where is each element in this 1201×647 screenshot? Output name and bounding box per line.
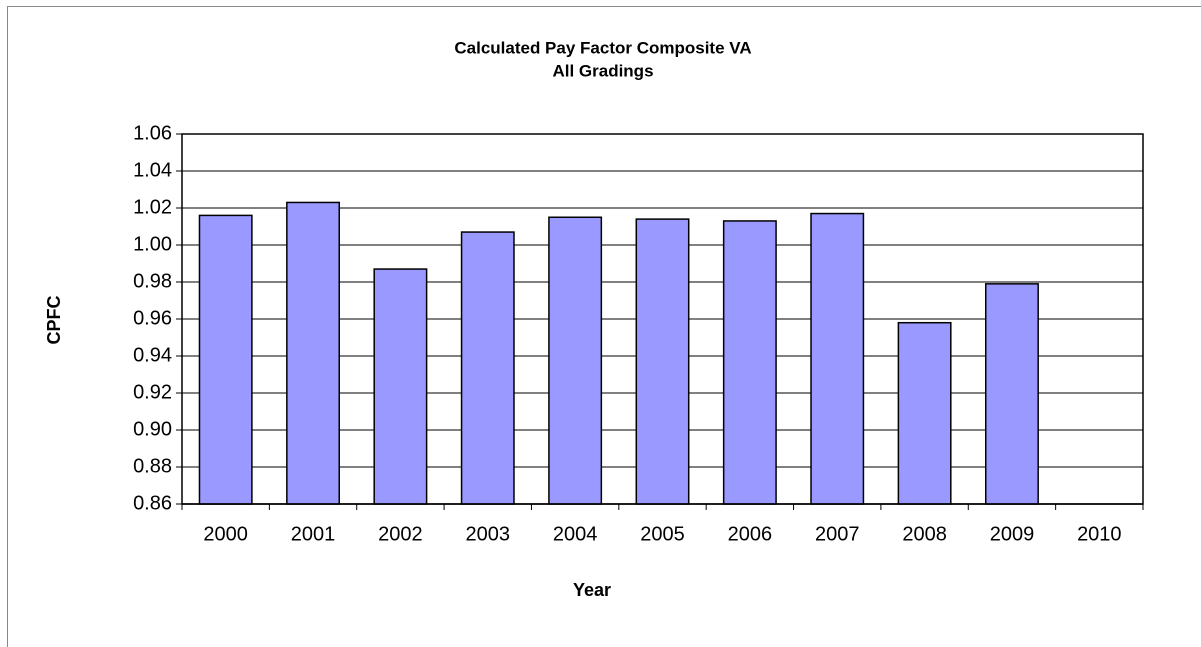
bar xyxy=(286,201,341,505)
y-tick-label: 0.96 xyxy=(133,307,172,329)
bar xyxy=(810,212,865,505)
bar xyxy=(635,218,690,505)
y-tick-label: 0.98 xyxy=(133,270,172,292)
x-tick-label: 2003 xyxy=(466,523,511,545)
y-axis-title: CPFC xyxy=(44,296,64,345)
bar xyxy=(984,283,1039,505)
bar xyxy=(897,321,952,505)
y-tick-label: 1.02 xyxy=(133,196,172,218)
y-tick-label: 1.00 xyxy=(133,233,172,255)
x-tick-label: 2009 xyxy=(990,523,1035,545)
x-axis-title: Year xyxy=(573,580,611,600)
bar xyxy=(373,268,428,505)
bar xyxy=(198,214,253,505)
bar xyxy=(548,216,603,505)
x-tick-label: 2001 xyxy=(291,523,336,545)
y-tick-label: 1.04 xyxy=(133,159,172,181)
x-tick-label: 2010 xyxy=(1077,523,1122,545)
y-tick-label: 0.88 xyxy=(133,455,172,477)
x-tick-label: 2008 xyxy=(902,523,947,545)
x-tick-label: 2000 xyxy=(203,523,248,545)
x-tick-label: 2002 xyxy=(378,523,423,545)
y-tick-label: 0.90 xyxy=(133,418,172,440)
x-tick-label: 2004 xyxy=(553,523,598,545)
bar xyxy=(722,220,777,505)
x-tick-label: 2006 xyxy=(728,523,773,545)
x-tick-label: 2005 xyxy=(640,523,685,545)
y-tick-label: 1.06 xyxy=(133,122,172,144)
y-tick-label: 0.94 xyxy=(133,344,172,366)
chart-subtitle: All Gradings xyxy=(552,61,653,80)
y-tick-label: 0.86 xyxy=(133,492,172,514)
bar xyxy=(460,231,515,505)
x-tick-label: 2007 xyxy=(815,523,860,545)
chart-title: Calculated Pay Factor Composite VA xyxy=(454,38,751,57)
y-tick-label: 0.92 xyxy=(133,381,172,403)
